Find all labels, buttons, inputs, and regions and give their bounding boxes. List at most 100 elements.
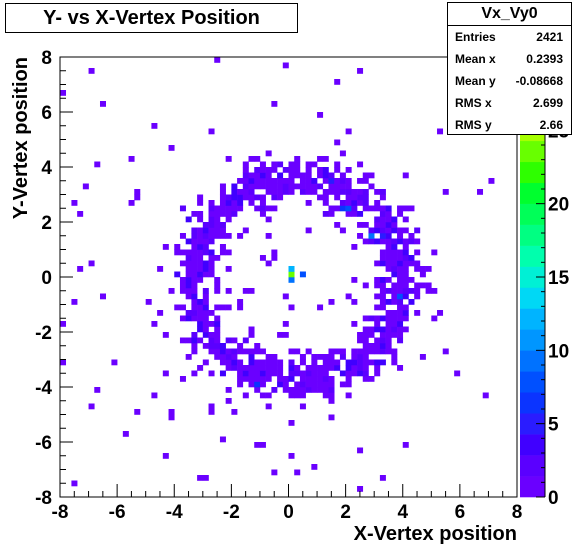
histogram-bin [202, 304, 209, 311]
histogram-bin [259, 442, 266, 448]
histogram-bin [339, 348, 346, 355]
histogram-bin [277, 365, 284, 371]
histogram-bin [397, 365, 404, 371]
histogram-bin [271, 469, 278, 476]
histogram-bin [374, 260, 381, 267]
histogram-bin [328, 354, 335, 360]
histogram-bin [397, 266, 404, 272]
histogram-bin [208, 200, 215, 206]
histogram-bin [225, 354, 232, 360]
histogram-bin [265, 376, 272, 382]
histogram-bin [145, 299, 152, 305]
histogram-bin [425, 266, 432, 272]
histogram-bin [419, 266, 426, 272]
histogram-bin [191, 266, 198, 272]
histogram-bin [294, 365, 301, 371]
histogram-bin [391, 266, 398, 272]
histogram-bin [397, 326, 404, 333]
histogram-bin [305, 183, 312, 190]
histogram-bin [379, 194, 386, 201]
histogram-bin [362, 194, 369, 201]
histogram-bin [208, 222, 215, 228]
histogram-bin [185, 277, 192, 283]
histogram-bin [191, 293, 198, 300]
histogram-bin [317, 112, 324, 118]
histogram-bin [362, 343, 369, 349]
histogram-bin [191, 343, 198, 349]
histogram-bin [402, 304, 409, 311]
histogram-bin [288, 266, 295, 272]
histogram-bin [299, 271, 306, 278]
histogram-bin [254, 205, 261, 212]
histogram-bin [402, 310, 409, 316]
histogram-bin [442, 348, 449, 355]
histogram-bin [219, 370, 226, 377]
histogram-bin [242, 194, 249, 201]
histogram-bin [288, 172, 295, 179]
histogram-bin [191, 288, 198, 294]
histogram-bin [237, 370, 244, 377]
histogram-bin [379, 304, 386, 311]
histogram-bin [362, 337, 369, 344]
histogram-bin [345, 381, 352, 388]
histogram-bin [265, 354, 272, 360]
histogram-bin [179, 260, 186, 267]
histogram-bin [385, 260, 392, 267]
histogram-bin [277, 376, 284, 382]
histogram-bin [362, 326, 369, 333]
histogram-bin [299, 387, 306, 393]
color-scale-segment [520, 203, 545, 225]
histogram-bin [328, 172, 335, 179]
histogram-bin [322, 365, 329, 371]
histogram-bin [219, 436, 226, 443]
histogram-bin [208, 233, 215, 239]
histogram-bin [82, 183, 89, 190]
stats-value: 2421 [536, 30, 563, 44]
histogram-bin [288, 348, 295, 355]
histogram-bin [357, 189, 364, 195]
histogram-bin [345, 370, 352, 377]
histogram-bin [385, 255, 392, 261]
histogram-bin [299, 178, 306, 184]
histogram-bin [311, 464, 318, 470]
histogram-bin [282, 62, 289, 69]
histogram-bin [208, 271, 215, 278]
x-tick-label: -2 [223, 502, 240, 523]
histogram-bin [379, 211, 386, 217]
histogram-bin [248, 376, 255, 382]
histogram-bin [242, 392, 249, 399]
histogram-bin [191, 370, 198, 377]
color-scale-segment [520, 455, 545, 477]
histogram-bin [202, 321, 209, 327]
x-tick-label: 2 [340, 502, 351, 523]
histogram-bin [402, 326, 409, 333]
histogram-bin [208, 128, 215, 135]
histogram-bin [151, 321, 158, 327]
histogram-bin [254, 370, 261, 377]
color-scale-segment [520, 308, 545, 330]
histogram-bin [197, 475, 204, 481]
histogram-bin [197, 249, 204, 256]
histogram-bin [225, 398, 232, 404]
histogram-bin [231, 348, 238, 355]
histogram-bin [219, 194, 226, 201]
histogram-bin [185, 288, 192, 294]
histogram-bin [248, 365, 255, 371]
color-scale-segment [520, 224, 545, 246]
histogram-bin [265, 365, 272, 371]
histogram-bin [345, 200, 352, 206]
histogram-bin [265, 205, 272, 212]
histogram-bin [248, 332, 255, 338]
histogram-bin [402, 266, 409, 272]
stats-label: RMS y [455, 118, 492, 132]
histogram-bin [328, 211, 335, 217]
histogram-bin [379, 348, 386, 355]
histogram-bin [225, 365, 232, 371]
histogram-bin [414, 238, 421, 245]
histogram-bin [179, 249, 186, 256]
histogram-bin [237, 178, 244, 184]
histogram-bin [214, 216, 221, 223]
histogram-bin [237, 189, 244, 195]
histogram-bin [197, 266, 204, 272]
histogram-bin [357, 222, 364, 228]
